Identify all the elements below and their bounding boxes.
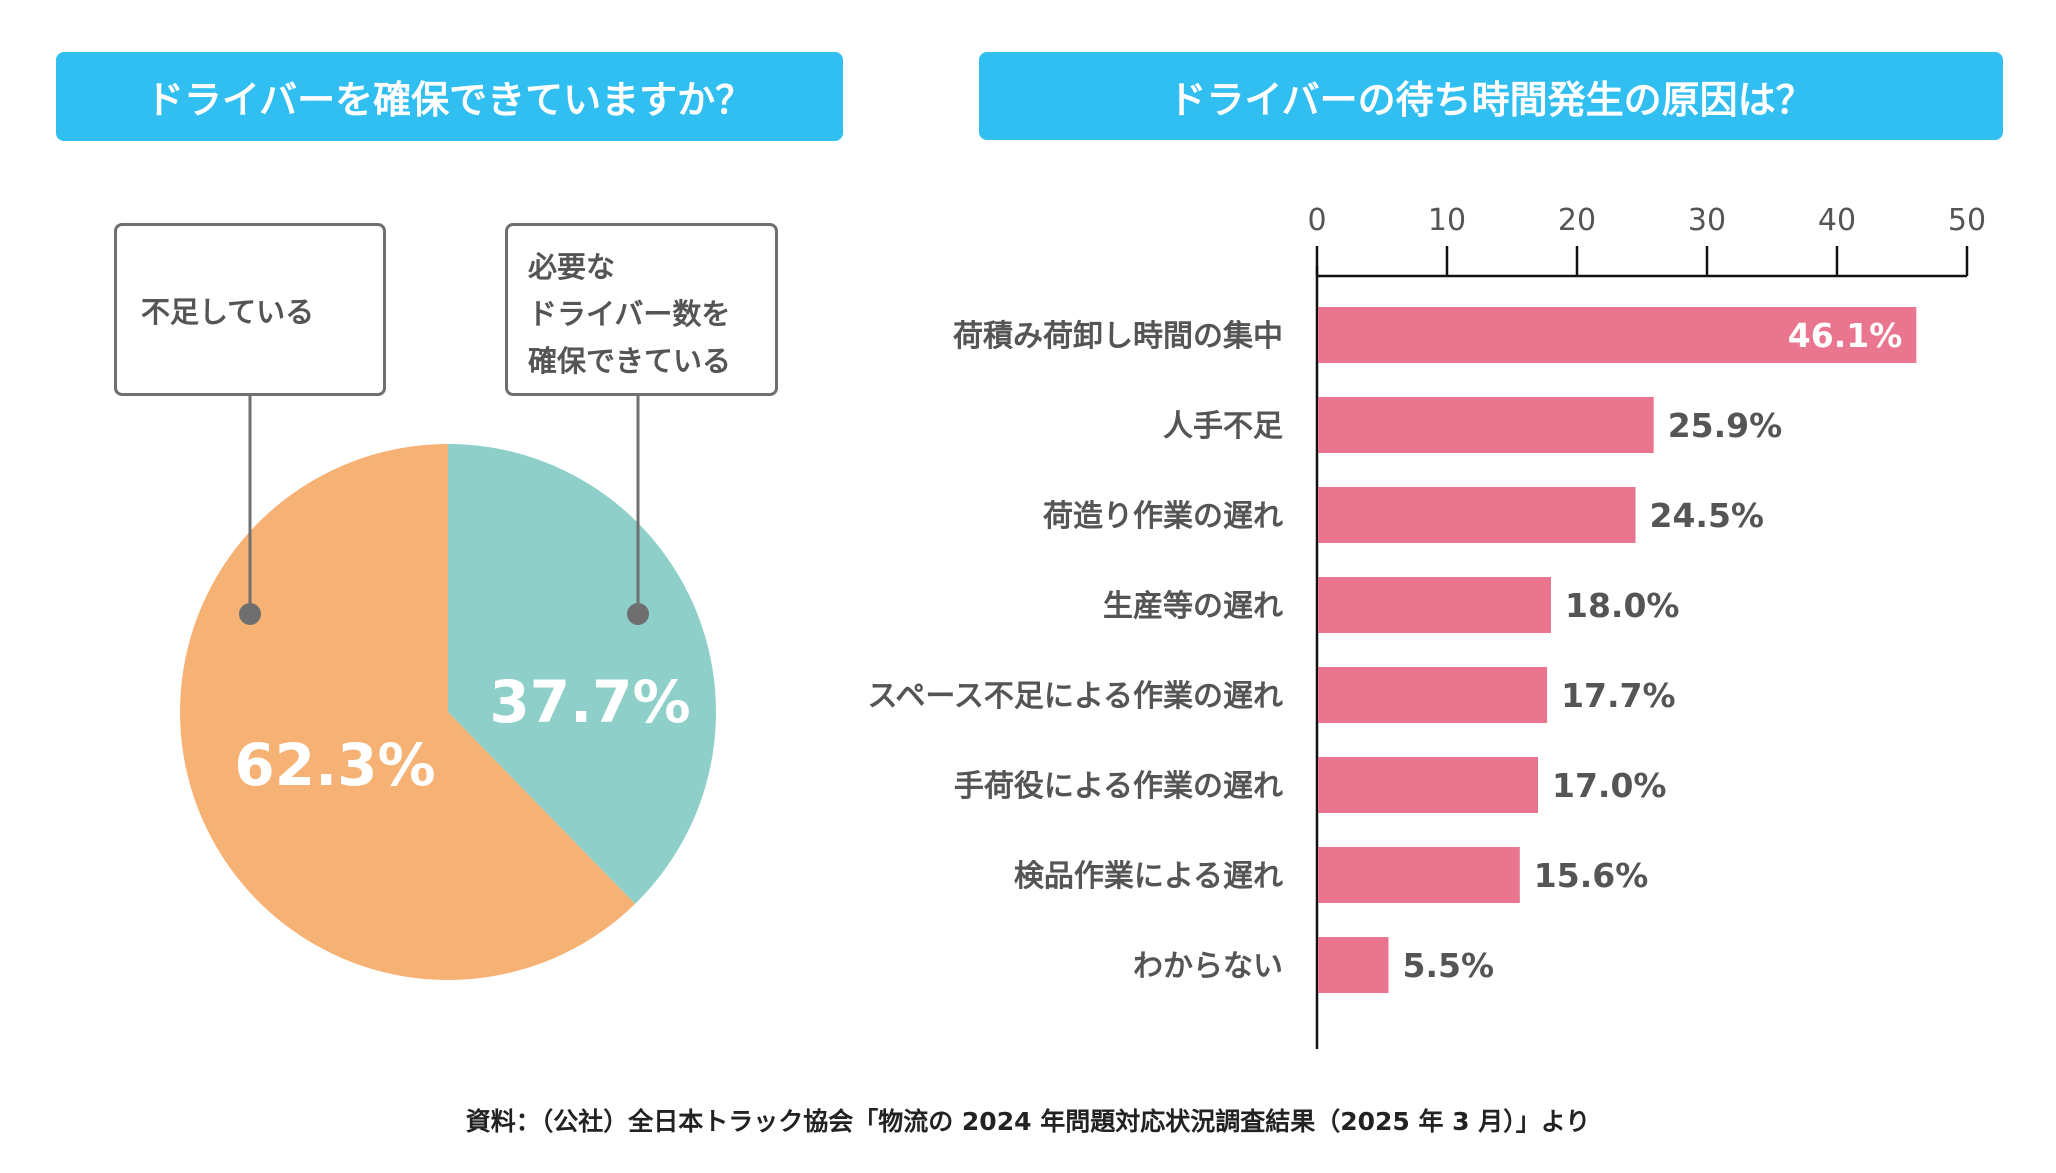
bar-value-label: 5.5% [1403,946,1495,985]
callout-secured: 必要な ドライバー数を 確保できている [505,223,778,396]
bar [1318,577,1551,633]
bar-value-label: 17.7% [1561,676,1676,715]
callout-secured-line: 必要な [528,250,616,284]
category-label: 荷積み荷卸し時間の集中 [953,319,1283,354]
bar [1318,757,1538,813]
category-label: スペース不足による作業の遅れ [868,679,1284,714]
callout-leader-dot [627,603,649,625]
bar-value-label: 15.6% [1534,856,1649,895]
x-tick-label: 40 [1818,203,1856,238]
bar [1318,397,1654,453]
category-label: 手荷役による作業の遅れ [954,769,1283,804]
x-tick-label: 0 [1307,203,1326,238]
bar-value-label: 18.0% [1565,586,1680,625]
bar-chart-title: ドライバーの待ち時間発生の原因は？ [979,52,2003,140]
callout-shortage-text: 不足している [141,294,315,329]
bar [1318,667,1548,723]
bar-value-label: 46.1% [1788,316,1903,355]
category-label: わからない [1133,949,1283,984]
x-tick-label: 50 [1948,203,1986,238]
bar [1318,487,1636,543]
callout-shortage: 不足している [114,223,386,396]
category-label: 人手不足 [1163,409,1283,444]
pie-slice [179,444,636,980]
bar [1318,847,1520,903]
category-label: 荷造り作業の遅れ [1043,499,1283,534]
category-label: 検品作業による遅れ [1014,859,1283,894]
bar-value-label: 17.0% [1552,766,1667,805]
callout-secured-line: 確保できている [528,344,732,378]
category-label: 生産等の遅れ [1103,589,1283,624]
callout-leader-dot [239,603,261,625]
pie-chart-title: ドライバーを確保できていますか？ [56,52,843,141]
x-tick-label: 30 [1688,203,1726,238]
pie-slice [448,444,716,904]
pie-slice-label: 62.3% [234,731,435,799]
bar [1318,307,1917,363]
x-tick-label: 10 [1428,203,1466,238]
callout-secured-line: ドライバー数を [528,297,731,331]
source-note: 資料：（公社）全日本トラック協会「物流の 2024 年問題対応状況調査結果（20… [465,1107,1591,1136]
bar-value-label: 24.5% [1650,496,1765,535]
bar [1318,937,1389,993]
bar-value-label: 25.9% [1668,406,1783,445]
x-tick-label: 20 [1558,203,1596,238]
pie-slice-label: 37.7% [489,668,690,736]
